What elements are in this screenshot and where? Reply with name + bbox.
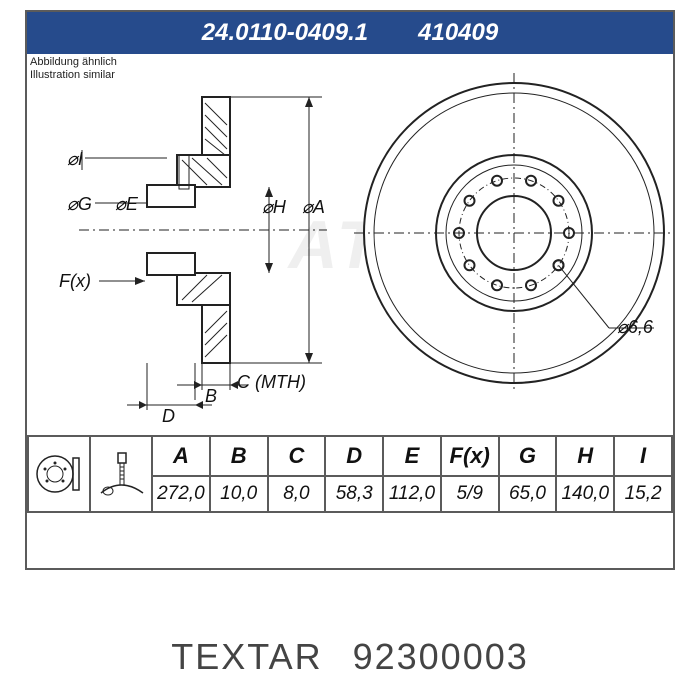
label-C: C (MTH) — [237, 372, 306, 392]
col-I: I — [614, 436, 672, 476]
val-H: 140,0 — [556, 476, 614, 512]
bolt-icon — [95, 449, 147, 499]
brand-footer: TEXTAR 92300003 — [0, 636, 700, 678]
label-Fx: F(x) — [59, 271, 91, 291]
front-view-drawing: ⌀6,6 — [352, 55, 672, 435]
col-Fx: F(x) — [441, 436, 499, 476]
label-diaA: ⌀A — [302, 197, 325, 217]
col-E: E — [383, 436, 441, 476]
col-B: B — [210, 436, 268, 476]
disc-icon — [33, 449, 85, 499]
val-D: 58,3 — [325, 476, 383, 512]
spec-table: A B C D E F(x) G H I 272,0 10,0 8,0 58,3… — [27, 435, 673, 513]
table-header-row: A B C D E F(x) G H I — [28, 436, 672, 476]
label-diaI: ⌀I — [67, 149, 83, 169]
col-H: H — [556, 436, 614, 476]
col-C: C — [268, 436, 326, 476]
header-bar: 24.0110-0409.1 410409 — [27, 12, 673, 54]
brand-name: TEXTAR — [171, 636, 322, 677]
label-diaH: ⌀H — [262, 197, 287, 217]
val-B: 10,0 — [210, 476, 268, 512]
spec-table-container: A B C D E F(x) G H I 272,0 10,0 8,0 58,3… — [27, 435, 673, 513]
val-C: 8,0 — [268, 476, 326, 512]
bolt-icon-cell — [90, 436, 152, 512]
col-D: D — [325, 436, 383, 476]
val-A: 272,0 — [152, 476, 210, 512]
val-I: 15,2 — [614, 476, 672, 512]
label-B: B — [205, 386, 217, 406]
label-diaG: ⌀G — [67, 194, 92, 214]
header-part1: 24.0110-0409.1 — [202, 19, 368, 47]
header-part2: 410409 — [418, 19, 498, 47]
cross-section-drawing: ⌀I ⌀G ⌀E ⌀H ⌀A F(x) B C (MTH) — [27, 55, 357, 435]
col-A: A — [152, 436, 210, 476]
diagram-area: ATE — [27, 55, 673, 435]
val-Fx: 5/9 — [441, 476, 499, 512]
label-hole-dia: ⌀6,6 — [617, 317, 654, 337]
brand-number: 92300003 — [353, 636, 529, 678]
val-G: 65,0 — [499, 476, 557, 512]
val-E: 112,0 — [383, 476, 441, 512]
disc-icon-cell — [28, 436, 90, 512]
label-D: D — [162, 406, 175, 426]
col-G: G — [499, 436, 557, 476]
label-diaE: ⌀E — [115, 194, 139, 214]
